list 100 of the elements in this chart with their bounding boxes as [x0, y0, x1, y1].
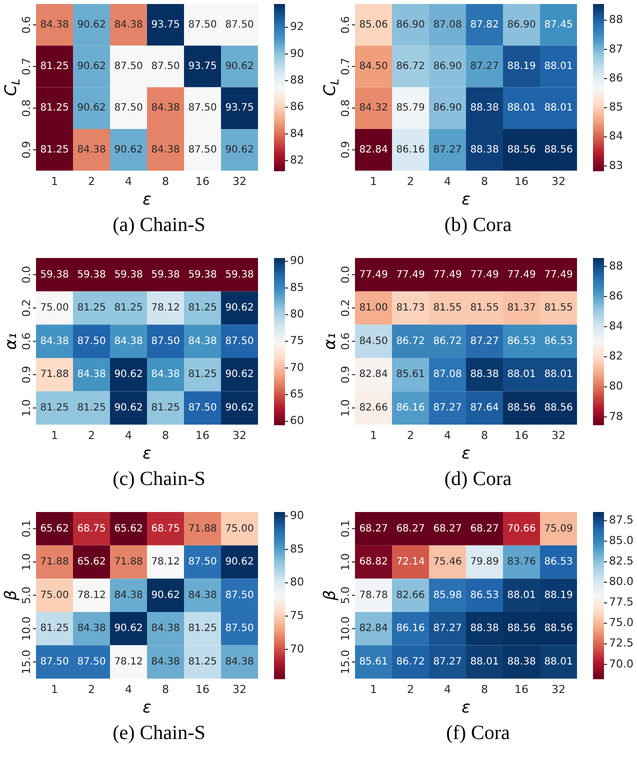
- data-label: 59.38: [151, 269, 180, 280]
- data-label: 59.38: [188, 269, 217, 280]
- data-label: 75.00: [40, 590, 69, 601]
- x-tick-label: 4: [444, 683, 451, 696]
- data-label: 81.73: [396, 302, 425, 314]
- x-axis-title: ε: [142, 444, 152, 463]
- text: (f) Cora: [445, 721, 511, 746]
- data-label: 87.50: [225, 590, 254, 601]
- data-label: 88.19: [507, 61, 536, 72]
- data-label: 87.50: [188, 556, 217, 568]
- color-bar-label: 86: [609, 71, 623, 84]
- data-label: 81.25: [151, 402, 180, 414]
- x-axis-title: ε: [142, 190, 152, 209]
- data-label: 88.38: [470, 144, 499, 156]
- x-tick-label: 8: [481, 683, 488, 696]
- data-label: 68.27: [470, 523, 499, 534]
- data-label: 88.56: [544, 623, 573, 634]
- data-label: 87.50: [188, 102, 217, 114]
- data-label: 87.50: [77, 336, 106, 347]
- data-label: 70.66: [507, 523, 536, 534]
- color-bar-label: 85.0: [609, 534, 634, 548]
- text: (b) Cora: [443, 213, 513, 238]
- y-tick-label: 0.2: [338, 299, 352, 317]
- data-label: 68.75: [151, 523, 180, 534]
- data-label: 82.66: [396, 590, 425, 601]
- y-tick-label: 0.0: [20, 266, 33, 284]
- y-tick-label: 0.1: [20, 520, 33, 538]
- y-tick-label: 1.0: [338, 399, 352, 417]
- data-label: 90.62: [114, 402, 143, 414]
- data-label: 86.53: [470, 590, 499, 601]
- data-label: 84.38: [114, 590, 143, 601]
- data-label: 84.38: [151, 623, 180, 634]
- data-label: 87.50: [40, 656, 69, 668]
- data-label: 90.62: [225, 302, 254, 314]
- x-tick-label: 8: [481, 175, 488, 188]
- data-label: 84.38: [77, 144, 106, 156]
- data-label: 65.62: [77, 556, 106, 568]
- data-label: 86.53: [507, 336, 536, 347]
- data-label: 90.62: [225, 556, 254, 568]
- data-label: 75.00: [225, 523, 254, 534]
- data-label: 86.16: [396, 144, 425, 156]
- data-label: 81.25: [40, 144, 69, 156]
- x-tick-label: 32: [552, 175, 566, 188]
- data-label: 87.50: [188, 144, 217, 156]
- color-bar-label: 85: [290, 542, 304, 556]
- data-label: 88.01: [544, 102, 573, 114]
- data-label: 84.38: [77, 369, 106, 380]
- y-tick-label: 1.0: [20, 399, 33, 417]
- y-tick-label: 15.0: [338, 650, 352, 674]
- x-tick-label: 1: [51, 429, 58, 442]
- data-label: 85.61: [359, 656, 388, 668]
- data-label: 88.01: [544, 369, 573, 380]
- x-tick-label: 1: [370, 683, 377, 696]
- color-bar-label: 70: [290, 360, 304, 374]
- data-label: 59.38: [77, 269, 106, 280]
- data-label: 77.49: [433, 269, 462, 280]
- data-label: 82.66: [359, 402, 388, 414]
- color-bar-label: 84: [609, 130, 623, 143]
- data-label: 87.50: [114, 61, 143, 72]
- y-tick-label: 0.6: [338, 16, 352, 34]
- data-label: 78.12: [77, 590, 106, 601]
- data-label: 87.08: [433, 19, 462, 30]
- color-bar-label: 70: [290, 642, 304, 656]
- x-tick-label: 1: [51, 175, 58, 188]
- x-tick-label: 2: [407, 429, 414, 442]
- data-label: 78.12: [151, 556, 180, 568]
- data-label: 88.38: [470, 102, 499, 114]
- data-label: 87.50: [151, 336, 180, 347]
- data-label: 87.50: [114, 102, 143, 114]
- data-label: 90.62: [225, 61, 254, 72]
- data-label: 81.25: [40, 623, 69, 634]
- x-tick-label: 32: [232, 175, 246, 188]
- data-label: 90.62: [114, 623, 143, 634]
- data-label: 68.75: [77, 523, 106, 534]
- color-bar-label: 82.5: [609, 554, 634, 568]
- data-label: 78.12: [114, 656, 143, 668]
- data-label: 72.14: [396, 556, 425, 568]
- color-bar-label: 85: [609, 100, 623, 114]
- data-label: 87.27: [433, 144, 462, 156]
- data-label: 87.50: [225, 623, 254, 634]
- y-tick-label: 10.0: [20, 616, 33, 641]
- y-tick-label: 0.8: [338, 99, 352, 117]
- data-label: 86.16: [396, 623, 425, 634]
- color-bar-label: 84: [609, 319, 623, 332]
- color-bar-label: 88: [609, 259, 623, 272]
- x-tick-label: 1: [370, 429, 377, 442]
- y-axis-title: CL: [1, 78, 23, 96]
- color-bar-label: 84: [290, 126, 304, 140]
- data-label: 81.25: [40, 102, 69, 114]
- color-bar-label: 80: [290, 307, 304, 320]
- x-tick-label: 2: [407, 683, 414, 696]
- x-tick-label: 16: [514, 429, 528, 442]
- x-tick-label: 32: [552, 429, 566, 442]
- data-label: 81.25: [77, 402, 106, 414]
- x-tick-label: 2: [88, 683, 95, 696]
- x-tick-label: 4: [125, 683, 132, 696]
- data-label: 88.01: [507, 102, 536, 114]
- data-label: 79.89: [470, 556, 499, 568]
- data-label: 88.01: [470, 656, 499, 668]
- data-label: 59.38: [114, 269, 143, 280]
